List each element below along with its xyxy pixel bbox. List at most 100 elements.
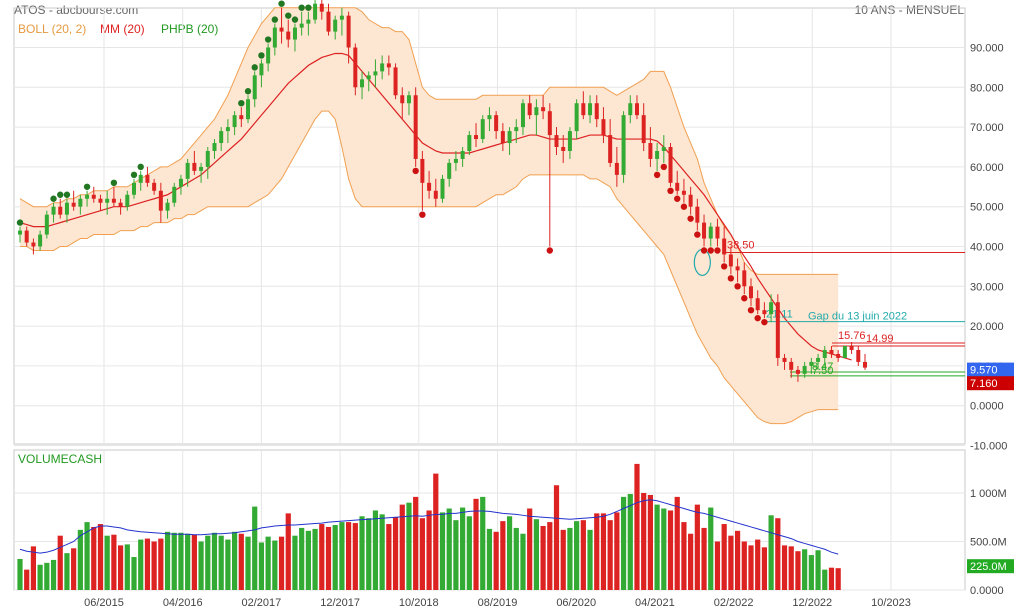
volume-bar bbox=[205, 535, 211, 590]
candle-body bbox=[272, 27, 277, 48]
candle-body bbox=[822, 349, 827, 358]
pivot-low-marker bbox=[727, 275, 735, 282]
volume-bar bbox=[540, 525, 546, 590]
volume-bar bbox=[97, 524, 104, 590]
candle-body bbox=[145, 174, 150, 183]
candle-body bbox=[628, 103, 633, 116]
volume-bar bbox=[533, 519, 539, 590]
volume-bar bbox=[721, 524, 727, 590]
pivot-low-marker bbox=[674, 195, 681, 202]
candle-body bbox=[594, 103, 599, 120]
pivot-low-marker bbox=[741, 295, 748, 302]
volume-bar bbox=[647, 494, 653, 590]
gap-annotation: Gap du 13 juin 2022 bbox=[808, 311, 907, 323]
candle-body bbox=[225, 127, 230, 132]
candle-body bbox=[520, 103, 525, 128]
volume-bar bbox=[104, 535, 110, 590]
chart-source: ATOS - abcbourse.com bbox=[14, 3, 139, 17]
volume-bar bbox=[366, 518, 372, 590]
volume-bar bbox=[741, 541, 747, 590]
pivot-low-marker bbox=[761, 318, 768, 326]
volume-average-line bbox=[19, 499, 839, 555]
candle-body bbox=[769, 302, 774, 315]
volume-bar bbox=[312, 528, 318, 590]
candle-body bbox=[474, 135, 479, 140]
volume-bar bbox=[755, 539, 761, 590]
candle-body bbox=[259, 63, 264, 76]
legend-bollinger: BOLL (20, 2) bbox=[18, 22, 87, 36]
volume-bar bbox=[634, 463, 640, 590]
candle-body bbox=[51, 206, 56, 215]
candle-body bbox=[722, 238, 727, 255]
candle-body bbox=[105, 198, 110, 203]
volume-bar bbox=[225, 539, 231, 590]
pivot-low-marker bbox=[694, 231, 701, 238]
candle-body bbox=[762, 310, 767, 315]
volume-bar bbox=[768, 515, 774, 590]
pivot-low-marker bbox=[707, 247, 714, 254]
candle-body bbox=[326, 11, 331, 32]
pivot-low-marker bbox=[687, 215, 694, 222]
volume-bar bbox=[439, 512, 446, 590]
volume-bar bbox=[292, 535, 298, 590]
volume-bar bbox=[37, 564, 43, 590]
volume-bar bbox=[392, 517, 399, 590]
bollinger-lower-line bbox=[20, 110, 839, 425]
pivot-high-marker bbox=[271, 16, 279, 23]
volume-bar bbox=[822, 569, 828, 590]
candle-body bbox=[715, 226, 720, 239]
last-volume-badge bbox=[967, 559, 1014, 574]
volume-bar bbox=[372, 510, 379, 590]
volume-bar bbox=[734, 530, 741, 590]
candle-body bbox=[346, 15, 351, 48]
candle-body bbox=[373, 71, 378, 76]
x-tick-label: 06/2015 bbox=[84, 597, 124, 609]
candle-body bbox=[78, 198, 83, 207]
volume-bar bbox=[426, 510, 432, 590]
candle-body bbox=[380, 63, 385, 72]
volume-bar bbox=[574, 521, 580, 590]
candle-body bbox=[601, 119, 606, 136]
candle-body bbox=[527, 103, 532, 116]
pivot-high-marker bbox=[83, 183, 91, 190]
volume-bar bbox=[245, 536, 251, 590]
candle-body bbox=[192, 162, 197, 171]
volume-bar bbox=[419, 518, 425, 590]
volume-bar bbox=[77, 529, 83, 590]
volume-bar bbox=[500, 521, 506, 590]
candle-body bbox=[165, 202, 170, 211]
volume-bar bbox=[352, 523, 358, 590]
candle-body bbox=[440, 178, 445, 199]
candle-body bbox=[319, 3, 324, 12]
volume-bar bbox=[171, 532, 177, 590]
candle-body bbox=[185, 162, 190, 179]
candle-body bbox=[406, 95, 411, 104]
volume-bar bbox=[802, 549, 808, 590]
volume-bar bbox=[232, 531, 238, 590]
x-tick-label: 04/2016 bbox=[163, 597, 203, 609]
candle-body bbox=[118, 202, 123, 207]
legend-moving-average: MM (20) bbox=[100, 22, 145, 36]
candle-body bbox=[246, 99, 251, 120]
volume-bar bbox=[64, 553, 70, 590]
volume-bar bbox=[71, 548, 77, 590]
pivot-low-marker bbox=[546, 247, 554, 254]
volume-bar bbox=[178, 532, 184, 590]
candle-body bbox=[681, 190, 686, 195]
volume-bar bbox=[560, 529, 566, 590]
y-tick-label: 0.0000 bbox=[970, 401, 1004, 413]
y-tick-label: 90.000 bbox=[970, 43, 1004, 55]
candle-body bbox=[400, 95, 405, 104]
volume-bar bbox=[627, 493, 633, 590]
candle-body bbox=[541, 107, 546, 112]
candle-body bbox=[708, 226, 713, 239]
candle-body bbox=[547, 111, 552, 136]
candle-body bbox=[366, 75, 371, 80]
candle-body bbox=[608, 135, 613, 163]
x-tick-label: 10/2023 bbox=[871, 597, 911, 609]
candle-body bbox=[386, 63, 391, 68]
candle-body bbox=[360, 79, 365, 88]
candle-body bbox=[306, 19, 311, 24]
candle-body bbox=[111, 198, 116, 203]
